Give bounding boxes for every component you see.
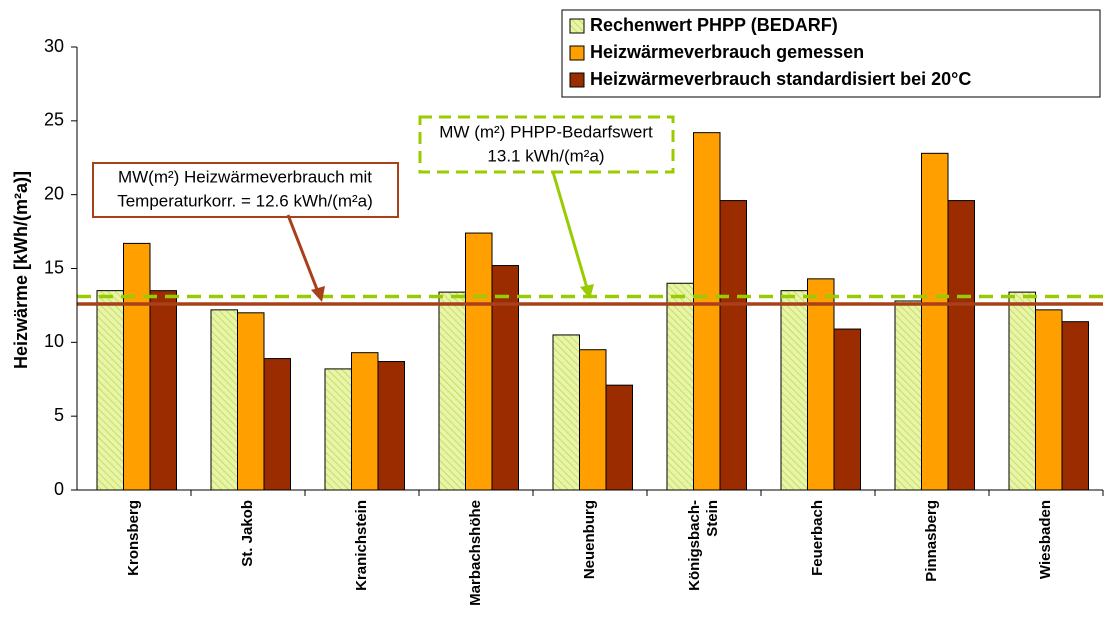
- bar: [351, 352, 379, 491]
- bar: [1061, 321, 1089, 491]
- bar: [780, 290, 808, 491]
- bar: [1008, 291, 1036, 491]
- bar: [237, 312, 265, 491]
- x-tick-label: Pinnasberg: [923, 500, 940, 582]
- arrow-head: [311, 286, 325, 302]
- legend-swatch: [569, 18, 585, 34]
- y-tick-label: 5: [54, 405, 64, 425]
- x-tick-label: St. Jakob: [239, 500, 256, 567]
- bar: [666, 282, 694, 491]
- y-tick-label: 10: [44, 331, 64, 351]
- legend-label: Rechenwert PHPP (BEDARF): [590, 15, 838, 35]
- annotation-arrow: [551, 171, 589, 289]
- annotation-text: 13.1 kWh/(m²a): [487, 146, 604, 165]
- bar: [605, 384, 633, 491]
- legend-label: Heizwärmeverbrauch standardisiert bei 20…: [590, 69, 971, 89]
- x-tick-label: Kranichstein: [353, 500, 370, 591]
- bar: [552, 334, 580, 491]
- y-tick-label: 15: [44, 257, 64, 277]
- bar: [579, 349, 607, 491]
- x-tick-label: Wiesbaden: [1037, 500, 1054, 579]
- annotation-text: Temperaturkorr. = 12.6 kWh/(m²a): [117, 191, 373, 210]
- bar: [210, 309, 238, 491]
- y-tick-label: 0: [54, 479, 64, 499]
- bar: [1035, 309, 1063, 491]
- legend-swatch: [569, 72, 585, 88]
- annotation-text: MW (m²) PHPP-Bedarfswert: [439, 122, 653, 141]
- bar: [149, 290, 177, 491]
- bar: [491, 265, 519, 491]
- x-tick-label: Königsbach-Stein: [686, 500, 721, 591]
- x-tick-label: Kronsberg: [125, 500, 142, 576]
- bar: [324, 368, 352, 491]
- bar: [833, 328, 861, 491]
- bar: [947, 200, 975, 491]
- x-tick-label: Marbachshöhe: [467, 500, 484, 606]
- legend-label: Heizwärmeverbrauch gemessen: [590, 42, 864, 62]
- y-tick-label: 20: [44, 183, 64, 203]
- bar: [894, 300, 922, 491]
- x-tick-label: Neuenburg: [581, 500, 598, 579]
- bar: [438, 291, 466, 491]
- bar: [96, 290, 124, 491]
- bar: [123, 242, 151, 491]
- annotation-arrow: [286, 214, 320, 293]
- bar: [377, 361, 405, 491]
- annotation-text: MW(m²) Heizwärmeverbrauch mit: [118, 167, 372, 186]
- legend-swatch: [569, 45, 585, 61]
- annotation-box: [92, 162, 399, 218]
- bar: [921, 152, 949, 491]
- x-tick-label: Feuerbach: [809, 500, 826, 576]
- y-tick-label: 25: [44, 110, 64, 130]
- annotation-box: [418, 115, 675, 174]
- arrow-head: [580, 284, 594, 299]
- y-axis-label: Heizwärme [kWh/(m²a)]: [11, 171, 31, 369]
- legend-box: [561, 9, 1101, 98]
- y-tick-label: 30: [44, 36, 64, 56]
- bar: [719, 200, 747, 491]
- bar: [465, 232, 493, 491]
- bar: [263, 358, 291, 491]
- bar: [807, 278, 835, 491]
- bar: [693, 132, 721, 491]
